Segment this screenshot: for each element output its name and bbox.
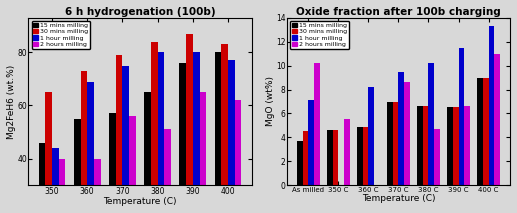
Bar (164, 130, 171, 213)
Bar (151, 42, 158, 213)
Bar (59, 159, 65, 213)
Bar (158, 52, 164, 213)
Bar (215, 52, 221, 213)
Bar (387, 102, 393, 185)
Bar (303, 131, 309, 185)
Bar (123, 66, 129, 213)
Bar (94, 159, 101, 213)
Bar (116, 55, 123, 213)
Bar (447, 108, 453, 185)
Bar (200, 92, 206, 213)
Bar (129, 116, 136, 213)
Y-axis label: MgO (wt%): MgO (wt%) (266, 76, 275, 127)
Legend: 15 mins milling, 30 mins milling, 1 hour milling, 2 hours milling: 15 mins milling, 30 mins milling, 1 hour… (290, 21, 349, 49)
Title: 6 h hydrogenation (100b): 6 h hydrogenation (100b) (65, 7, 216, 17)
Bar (52, 148, 59, 213)
Bar (404, 82, 410, 185)
Legend: 15 mins milling, 30 mins milling, 1 hour milling, 2 hours milling: 15 mins milling, 30 mins milling, 1 hour… (32, 21, 90, 49)
Bar (464, 106, 470, 185)
Bar (483, 78, 489, 185)
Bar (309, 100, 314, 185)
Bar (459, 48, 464, 185)
Bar (74, 119, 81, 213)
Bar (417, 106, 423, 185)
Bar (393, 102, 399, 185)
Bar (297, 141, 303, 185)
Bar (453, 108, 459, 185)
Bar (489, 26, 494, 185)
Title: Oxide fraction after 100b charging: Oxide fraction after 100b charging (296, 7, 501, 17)
Bar (109, 114, 116, 213)
Bar (399, 72, 404, 185)
Bar (45, 92, 52, 213)
Bar (423, 106, 429, 185)
Bar (314, 63, 320, 185)
Bar (429, 63, 434, 185)
X-axis label: Temperature (C): Temperature (C) (362, 194, 435, 203)
Bar (87, 82, 94, 213)
Bar (235, 100, 241, 213)
Bar (344, 119, 350, 185)
Bar (369, 87, 374, 185)
Bar (81, 71, 87, 213)
Bar (434, 129, 440, 185)
Bar (193, 52, 200, 213)
Bar (144, 92, 151, 213)
Bar (228, 60, 235, 213)
Bar (357, 127, 363, 185)
X-axis label: Temperature (C): Temperature (C) (103, 197, 177, 206)
Y-axis label: Mg2FeH6 (wt.%): Mg2FeH6 (wt.%) (7, 64, 16, 139)
Bar (477, 78, 483, 185)
Bar (186, 34, 193, 213)
Bar (179, 63, 186, 213)
Bar (494, 54, 500, 185)
Bar (363, 127, 369, 185)
Bar (39, 143, 45, 213)
Bar (221, 44, 228, 213)
Bar (327, 130, 333, 185)
Bar (333, 130, 339, 185)
